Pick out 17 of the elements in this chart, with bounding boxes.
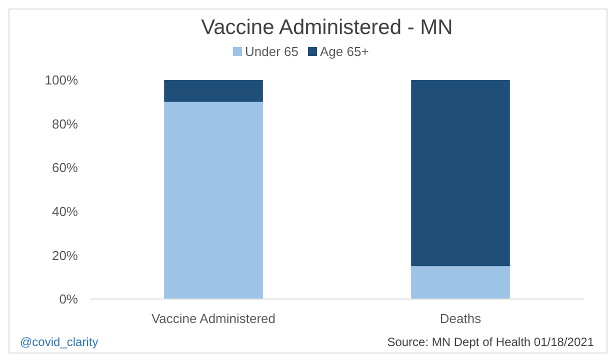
chart-title: Vaccine Administered - MN: [201, 16, 453, 39]
x-tick-label: Vaccine Administered: [151, 311, 276, 326]
bar: [164, 80, 263, 102]
x-tick-label: Deaths: [440, 311, 482, 326]
text: @covid_clarity: [20, 335, 98, 349]
bar: [411, 266, 510, 299]
bar: [411, 80, 510, 266]
y-tick-label: 80%: [52, 116, 78, 132]
y-tick-label: 60%: [52, 160, 78, 176]
source-note: Source: MN Dept of Health 01/18/2021: [387, 335, 594, 349]
legend-label: Under 65: [245, 44, 298, 59]
bar: [164, 102, 263, 299]
y-tick-label: 100%: [44, 72, 78, 88]
y-tick-label: 0%: [59, 292, 78, 307]
y-tick-label: 40%: [52, 204, 78, 219]
legend-label: Age 65+: [320, 44, 369, 59]
y-tick-label: 20%: [52, 248, 78, 263]
